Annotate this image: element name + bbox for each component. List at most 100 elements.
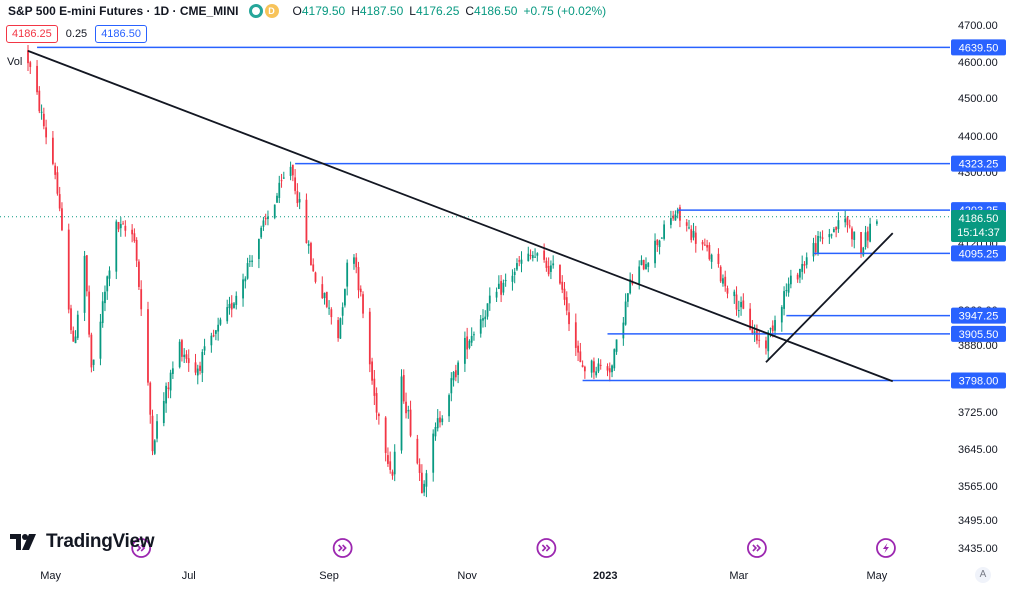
candle-body [423, 483, 426, 493]
time-tick-label: 2023 [593, 570, 617, 582]
ohlc-close: C4186.50 [465, 4, 518, 18]
candle-body [251, 260, 254, 262]
candle-body [244, 278, 247, 282]
candle-body [749, 308, 752, 330]
candle-body [314, 272, 317, 282]
candle-body [151, 415, 154, 452]
chart-header: S&P 500 E-mini Futures · 1D · CME_MINI D… [8, 2, 612, 20]
candle-body [262, 220, 265, 227]
candle-body [85, 255, 88, 292]
candle-body [402, 375, 405, 402]
candle-body [294, 177, 297, 191]
candle-body [106, 276, 109, 292]
candle-body [703, 244, 706, 246]
candle-body [29, 62, 32, 67]
buy-button[interactable]: 4186.50 [95, 25, 147, 43]
candle-body [710, 254, 713, 262]
candle-body [663, 224, 665, 239]
candle-body [452, 372, 455, 381]
candle-body [353, 257, 355, 264]
event-markers[interactable] [131, 538, 896, 558]
event-marker[interactable] [747, 538, 767, 558]
market-status-icon [248, 4, 263, 18]
price-axis[interactable]: 4700.004600.004500.004400.004300.004120.… [950, 0, 1024, 590]
event-marker[interactable] [536, 538, 557, 558]
auto-scale-button[interactable]: A [975, 567, 991, 583]
trendline [765, 232, 894, 363]
candle-body [339, 318, 342, 339]
level-price-label: 3798.00 [959, 375, 999, 387]
candle-body [640, 260, 643, 266]
candle-body [156, 421, 158, 439]
time-axis[interactable]: May Jul Sep Nov 2023 Mar May [40, 570, 888, 582]
event-marker[interactable] [876, 538, 896, 558]
candle-body [312, 264, 315, 272]
ohlc-open: O4179.50 [292, 4, 346, 18]
candle-body [325, 291, 328, 307]
sell-button[interactable]: 4186.25 [6, 25, 58, 43]
candle-body [217, 324, 220, 332]
level-price-label: 4323.25 [959, 159, 999, 171]
volume-label[interactable]: Vol [7, 56, 23, 68]
candle-body [801, 263, 804, 272]
candle-body [615, 339, 618, 352]
current-price-label: 4186.50 15:14:37 [951, 210, 1006, 242]
current-price-value: 4186.50 [958, 213, 999, 225]
price-tick-label: 4400.00 [958, 131, 998, 143]
candle-body [341, 307, 344, 316]
candle-body [608, 368, 611, 373]
candle-body [187, 358, 190, 364]
candle-body [593, 361, 595, 373]
price-tick-label: 4500.00 [958, 93, 998, 105]
event-marker[interactable] [131, 538, 152, 558]
candle-body [273, 204, 276, 218]
candle-body [674, 214, 677, 221]
candle-body [536, 253, 539, 256]
candle-body [162, 400, 165, 424]
candle-body [740, 301, 742, 308]
candle-body [183, 354, 186, 358]
candle-body [233, 303, 235, 308]
candle-body [138, 261, 140, 287]
level-price-label: 3905.50 [959, 329, 999, 341]
level-price-label: 3947.25 [959, 311, 999, 323]
candle-body [679, 207, 681, 221]
candle-body [454, 370, 457, 378]
candle-body [40, 111, 43, 113]
candle-body [866, 231, 869, 241]
candle-body [529, 254, 532, 256]
candle-body [590, 360, 593, 373]
candle-body [848, 225, 851, 227]
price-axis-background [950, 0, 1024, 590]
symbol-title[interactable]: S&P 500 E-mini Futures · 1D · CME_MINI [8, 4, 239, 18]
candle-body [534, 256, 536, 258]
candle-body [321, 284, 324, 299]
event-marker[interactable] [332, 538, 353, 558]
candle-body [359, 288, 362, 293]
tradingview-logo[interactable]: TradingView [10, 531, 155, 553]
candle-body [599, 364, 602, 366]
candle-body [226, 307, 229, 322]
candle-body [672, 215, 675, 219]
candle-body [92, 359, 95, 365]
candle-body [631, 281, 634, 284]
candle-body [862, 247, 865, 256]
candle-body [407, 410, 410, 412]
candle-body [194, 362, 197, 373]
level-price-label-bg [951, 245, 1006, 262]
candle-body [38, 90, 41, 112]
candle-body [669, 218, 672, 225]
time-tick-label: Sep [319, 570, 339, 582]
candle-body [717, 253, 720, 265]
candle-body [425, 473, 428, 487]
candle-body [228, 303, 231, 309]
candle-body [278, 182, 281, 198]
candle-body [753, 331, 756, 333]
dividend-icon [136, 544, 146, 552]
candle-body [90, 334, 93, 368]
candle-body [310, 243, 312, 265]
price-tick-label: 3565.00 [958, 481, 998, 493]
candle-body [545, 260, 548, 268]
candle-body [574, 322, 577, 348]
